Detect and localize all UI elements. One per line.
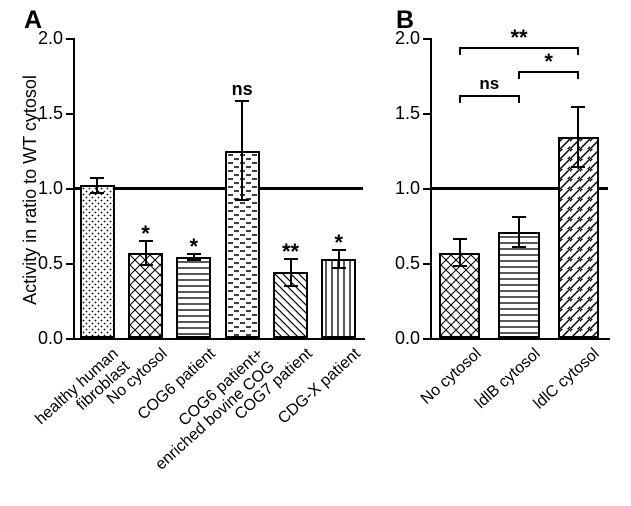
sig-bracket-end	[577, 47, 579, 55]
y-tick-label: 2.0	[388, 28, 420, 49]
sig-bracket-end	[518, 71, 520, 79]
y-tick-label: 1.5	[388, 103, 420, 124]
y-tick	[423, 338, 430, 340]
x-category-label: healthy humanfibroblast	[0, 346, 134, 478]
significance-label: *	[141, 221, 150, 247]
ref-line	[73, 187, 363, 190]
y-tick-label: 0.0	[388, 328, 420, 349]
error-cap	[284, 285, 298, 287]
error-cap	[235, 100, 249, 102]
error-bar	[577, 107, 579, 167]
y-tick-label: 0.5	[31, 253, 63, 274]
significance-label: **	[282, 239, 299, 265]
significance-label: *	[190, 234, 199, 260]
error-bar	[241, 101, 243, 200]
sig-bracket-end	[459, 95, 461, 103]
sig-bracket	[460, 95, 519, 97]
error-cap	[453, 238, 467, 240]
sig-bracket-end	[518, 95, 520, 103]
significance-label: *	[544, 49, 553, 75]
y-tick-label: 1.5	[31, 103, 63, 124]
y-tick	[66, 38, 73, 40]
error-cap	[139, 264, 153, 266]
y-tick	[423, 263, 430, 265]
y-tick-label: 1.0	[388, 178, 420, 199]
sig-bracket-end	[459, 47, 461, 55]
error-cap	[571, 166, 585, 168]
figure-root: A B Activity in ratio to WT cytosol 0.00…	[0, 0, 631, 506]
error-cap	[571, 106, 585, 108]
y-tick	[66, 338, 73, 340]
significance-label: *	[335, 230, 344, 256]
bar	[321, 259, 356, 339]
significance-label: ns	[479, 74, 499, 94]
y-tick-label: 0.5	[388, 253, 420, 274]
y-tick	[423, 38, 430, 40]
bar	[176, 257, 211, 338]
y-tick	[66, 263, 73, 265]
x-category-label: ldlC cytosol	[473, 346, 603, 466]
error-cap	[512, 216, 526, 218]
y-tick-label: 0.0	[31, 328, 63, 349]
sig-bracket-end	[577, 71, 579, 79]
error-cap	[453, 265, 467, 267]
y-tick-label: 1.0	[31, 178, 63, 199]
significance-label: **	[510, 25, 527, 51]
error-cap	[90, 192, 104, 194]
error-bar	[96, 178, 98, 193]
error-cap	[512, 246, 526, 248]
y-tick	[423, 188, 430, 190]
y-tick	[66, 188, 73, 190]
y-tick	[66, 113, 73, 115]
error-cap	[90, 177, 104, 179]
significance-label: ns	[232, 79, 253, 100]
y-tick-label: 2.0	[31, 28, 63, 49]
bar	[80, 185, 115, 338]
error-cap	[332, 267, 346, 269]
error-bar	[518, 217, 520, 247]
y-tick	[423, 113, 430, 115]
error-cap	[235, 199, 249, 201]
error-bar	[459, 239, 461, 266]
